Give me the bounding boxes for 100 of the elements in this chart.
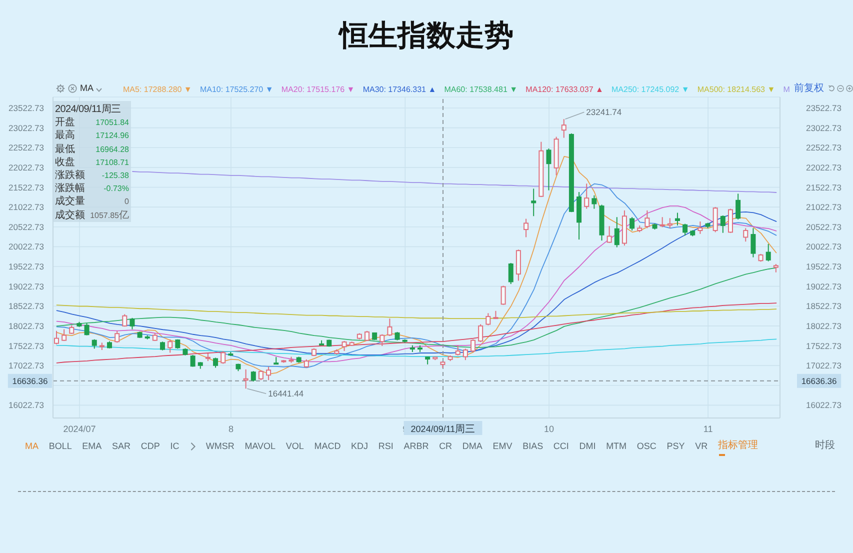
candlestick (243, 368, 248, 390)
text: BOLL (48, 440, 72, 452)
candlestick (342, 340, 347, 352)
text: BIAS (522, 440, 544, 452)
candlestick (728, 208, 733, 234)
y2-tick-label: 22022.73 (806, 162, 842, 172)
ref-line-label: 16636.36 (12, 376, 48, 386)
text: ARBR (404, 440, 429, 452)
y2-tick-label: 23022.73 (806, 122, 842, 133)
text: MTM (606, 440, 627, 452)
candlestick (114, 330, 120, 344)
x-tick-label: 8 (228, 424, 234, 434)
text: KDJ (351, 440, 368, 452)
candlestick (743, 228, 748, 242)
text: MA (80, 83, 94, 94)
y2-tick-label: 18022.73 (806, 320, 842, 331)
y-tick-label: 17022.73 (8, 360, 44, 371)
text: MAVOL (244, 440, 276, 452)
candlestick (220, 350, 226, 364)
text: MA30: 17346.331 ▲ (362, 84, 436, 95)
y2-tick-label: 20022.73 (806, 242, 842, 252)
y-tick-label: 18022.73 (8, 320, 44, 331)
y-tick-label: 19522.73 (8, 262, 44, 272)
candlestick (584, 183, 590, 210)
text: RSI (378, 440, 394, 452)
candlestick (531, 188, 536, 217)
candlestick (644, 210, 650, 229)
text: MA10: 17525.270 ▼ (200, 84, 274, 95)
annotation: 17051.84 (96, 118, 129, 128)
text: 前复权 (794, 83, 824, 95)
candlestick (258, 370, 264, 381)
text: IC (170, 440, 180, 452)
y2-tick-label: 21522.73 (806, 182, 842, 192)
y-tick-label: 16022.73 (8, 400, 44, 410)
annotation: 17108.71 (96, 158, 129, 167)
text: VOL (286, 440, 304, 452)
candlestick (561, 118, 566, 138)
text: OSC (636, 440, 656, 452)
annotation: 最低 (55, 144, 75, 155)
candlestick (387, 318, 392, 336)
y-tick-label: 21522.73 (8, 182, 44, 192)
candlestick (674, 212, 680, 226)
text: MA (25, 440, 38, 452)
chart-title: 恒生指数走势 (337, 19, 514, 54)
annotation: 成交额 (55, 210, 85, 221)
annotation: 23241.74 (586, 107, 622, 118)
candlestick (682, 223, 688, 236)
y2-tick-label: 17022.73 (806, 360, 842, 371)
candlestick (667, 218, 672, 229)
y2-tick-label: 23522.73 (806, 103, 842, 114)
text: WMSR (206, 440, 234, 452)
candlestick (660, 216, 665, 228)
text: DMI (579, 440, 596, 452)
text: VR (695, 440, 708, 452)
candlestick (736, 193, 741, 220)
candlestick (750, 228, 756, 258)
line-series (56, 302, 777, 364)
candlestick (54, 330, 59, 345)
candlestick (470, 338, 476, 353)
candlestick (712, 206, 718, 233)
annotation: -0.73% (104, 184, 129, 194)
annotation: 0 (124, 197, 129, 206)
y2-tick-label: 17522.73 (806, 340, 842, 351)
candlestick (122, 314, 128, 328)
candlestick (524, 218, 529, 238)
text: CCI (553, 440, 569, 452)
candlestick (266, 366, 272, 381)
x-tick-label: 10 (544, 424, 554, 434)
candlestick (500, 285, 506, 306)
y-tick-label: 22022.73 (8, 162, 44, 172)
candlestick (190, 354, 196, 368)
y2-tick-label: 22522.73 (806, 142, 842, 153)
candlestick (130, 317, 135, 330)
text: MA60: 17538.481 ▼ (444, 84, 518, 95)
y-tick-label: 23522.73 (8, 103, 44, 114)
candlestick (168, 338, 173, 354)
text: 时段 (815, 440, 835, 452)
text: EMV (492, 440, 512, 452)
annotation: 最高 (55, 130, 75, 142)
line-series (132, 171, 777, 193)
annotation: 收盘 (55, 156, 75, 168)
y2-tick-label: 19022.73 (806, 281, 842, 292)
text: CDP (140, 440, 160, 452)
text: PSY (666, 440, 685, 452)
y2-tick-label: 20522.73 (806, 222, 842, 232)
text: EMA (82, 440, 102, 452)
annotation: 16964.28 (96, 144, 129, 154)
candlestick (84, 322, 90, 336)
candlestick (630, 216, 635, 232)
candlestick (698, 220, 703, 234)
text: MACD (314, 440, 341, 452)
candlestick (516, 249, 521, 282)
candlestick (592, 194, 597, 210)
text: DMA (462, 440, 482, 452)
text: 指标管理 (718, 440, 758, 452)
annotation: 成交量 (55, 196, 85, 208)
y-tick-label: 23022.73 (8, 122, 44, 133)
line-series (56, 183, 777, 368)
candlestick (250, 370, 256, 382)
annotation: 开盘 (55, 117, 75, 128)
